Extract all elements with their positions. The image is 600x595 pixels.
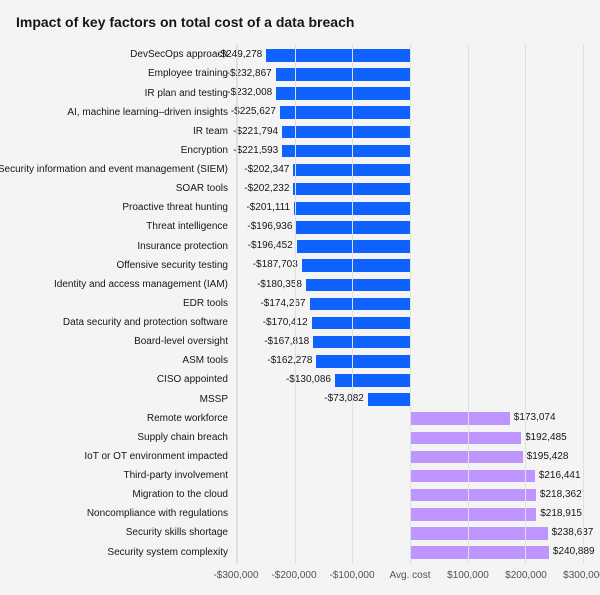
bar <box>297 240 410 253</box>
bar <box>410 470 535 483</box>
gridline <box>468 44 469 564</box>
bar <box>410 451 523 464</box>
y-axis-labels: DevSecOps approachEmployee trainingIR pl… <box>16 44 236 564</box>
bar-value: -$221,593 <box>233 144 278 158</box>
factor-label: Offensive security testing <box>16 256 236 275</box>
bar <box>266 49 410 62</box>
bar <box>410 527 548 540</box>
factor-label: ASM tools <box>16 352 236 371</box>
gridline <box>410 44 411 564</box>
factor-label: Threat intelligence <box>16 218 236 237</box>
bar-value: -$221,794 <box>233 125 278 139</box>
bar-value: -$167,818 <box>264 335 309 349</box>
chart-title: Impact of key factors on total cost of a… <box>16 14 584 30</box>
bar <box>282 126 410 139</box>
bar-value: -$249,278 <box>217 48 262 62</box>
bar <box>306 279 410 292</box>
factor-label: Third-party involvement <box>16 467 236 486</box>
factor-label: IoT or OT environment impacted <box>16 448 236 467</box>
bar-value: -$73,082 <box>324 392 363 406</box>
x-tick: $100,000 <box>447 570 489 581</box>
bar <box>280 106 410 119</box>
x-tick: -$100,000 <box>329 570 374 581</box>
bar-value: $218,915 <box>540 507 582 521</box>
x-tick: $300,000 <box>563 570 600 581</box>
bar-value: -$201,111 <box>246 201 290 215</box>
factor-label: Encryption <box>16 142 236 161</box>
bar-value: -$232,867 <box>227 67 272 81</box>
bar-value: -$196,452 <box>248 239 293 253</box>
factor-label: Proactive threat hunting <box>16 199 236 218</box>
factor-label: Remote workforce <box>16 409 236 428</box>
gridline <box>525 44 526 564</box>
bars-area: -$249,278-$232,867-$232,008-$225,627-$22… <box>236 44 584 564</box>
bar-value: -$196,936 <box>247 220 292 234</box>
gridline <box>295 44 296 564</box>
factor-label: SOAR tools <box>16 180 236 199</box>
factor-label: Migration to the cloud <box>16 486 236 505</box>
x-tick: -$200,000 <box>271 570 316 581</box>
factor-label: Identity and access management (IAM) <box>16 276 236 295</box>
bar-value: $216,441 <box>539 469 581 483</box>
x-tick: $200,000 <box>505 570 547 581</box>
factor-label: IR plan and testing <box>16 84 236 103</box>
bar-value: -$202,232 <box>244 182 289 196</box>
factor-label: Insurance protection <box>16 237 236 256</box>
plot-area: DevSecOps approachEmployee trainingIR pl… <box>16 44 584 564</box>
bar <box>276 87 410 100</box>
bar <box>410 508 536 521</box>
gridline <box>583 44 584 564</box>
bar-value: -$130,086 <box>286 373 331 387</box>
bar-value: -$202,347 <box>244 163 289 177</box>
bar-value: $192,485 <box>525 431 567 445</box>
factor-label: Supply chain breach <box>16 429 236 448</box>
factor-label: Data security and protection software <box>16 314 236 333</box>
bar <box>316 355 410 368</box>
x-tick: -$300,000 <box>213 570 258 581</box>
bar-value: -$187,703 <box>253 258 298 272</box>
cost-impact-chart: Impact of key factors on total cost of a… <box>0 0 600 595</box>
factor-label: Board-level oversight <box>16 333 236 352</box>
bar <box>410 546 549 559</box>
bar <box>312 317 410 330</box>
bar-value: $218,362 <box>540 488 582 502</box>
bar-value: $173,074 <box>514 411 556 425</box>
gridline <box>237 44 238 564</box>
factor-label: EDR tools <box>16 295 236 314</box>
bar <box>335 374 410 387</box>
gridline <box>352 44 353 564</box>
x-axis: -$300,000-$200,000-$100,000Avg. cost$100… <box>236 564 584 592</box>
factor-label: AI, machine learning–driven insights <box>16 103 236 122</box>
bar-value: -$232,008 <box>227 86 272 100</box>
bar <box>276 68 410 81</box>
factor-label: Security skills shortage <box>16 524 236 543</box>
bar <box>282 145 410 158</box>
bar-value: -$162,278 <box>267 354 312 368</box>
factor-label: IR team <box>16 123 236 142</box>
factor-label: CISO appointed <box>16 371 236 390</box>
x-tick: Avg. cost <box>390 570 431 581</box>
bar-value: -$170,412 <box>263 316 308 330</box>
bar-value: -$174,267 <box>260 297 305 311</box>
bar <box>410 412 510 425</box>
factor-label: Noncompliance with regulations <box>16 505 236 524</box>
bar <box>410 432 521 445</box>
bar-value: $195,428 <box>527 450 569 464</box>
bar <box>368 393 410 406</box>
factor-label: MSSP <box>16 390 236 409</box>
factor-label: DevSecOps approach <box>16 46 236 65</box>
factor-label: Security system complexity <box>16 543 236 562</box>
bar-value: $238,637 <box>552 526 594 540</box>
factor-label: Employee training <box>16 65 236 84</box>
bar-value: $240,889 <box>553 545 595 559</box>
factor-label: Security information and event managemen… <box>16 161 236 180</box>
bar <box>302 259 410 272</box>
bar <box>313 336 410 349</box>
bar <box>410 489 536 502</box>
bar <box>310 298 410 311</box>
